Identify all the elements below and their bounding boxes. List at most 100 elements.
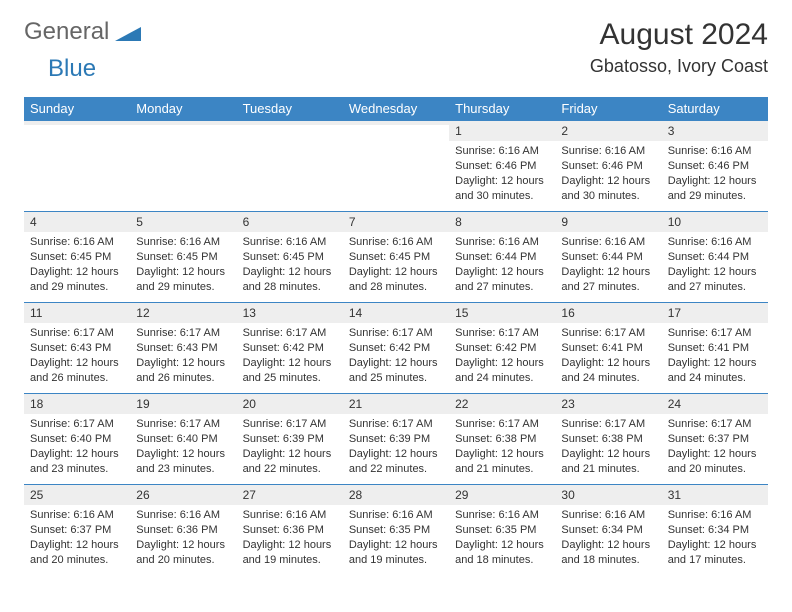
day-line-d2: and 22 minutes. xyxy=(349,462,443,477)
day-cell: 31Sunrise: 6:16 AMSunset: 6:34 PMDayligh… xyxy=(662,485,768,575)
day-cell: 1Sunrise: 6:16 AMSunset: 6:46 PMDaylight… xyxy=(449,121,555,211)
logo-triangle-icon xyxy=(115,23,141,41)
day-line-d2: and 19 minutes. xyxy=(349,553,443,568)
day-line-ss: Sunset: 6:38 PM xyxy=(455,432,549,447)
day-line-sr: Sunrise: 6:16 AM xyxy=(136,235,230,250)
day-number: 12 xyxy=(130,303,236,323)
day-number: 17 xyxy=(662,303,768,323)
day-body: Sunrise: 6:17 AMSunset: 6:39 PMDaylight:… xyxy=(343,414,449,482)
dow-monday: Monday xyxy=(130,97,236,120)
day-cell xyxy=(343,121,449,211)
day-line-d1: Daylight: 12 hours xyxy=(455,265,549,280)
day-line-d2: and 18 minutes. xyxy=(561,553,655,568)
day-line-d1: Daylight: 12 hours xyxy=(243,265,337,280)
day-number: 4 xyxy=(24,212,130,232)
day-line-d1: Daylight: 12 hours xyxy=(136,356,230,371)
day-line-d2: and 21 minutes. xyxy=(455,462,549,477)
day-cell: 16Sunrise: 6:17 AMSunset: 6:41 PMDayligh… xyxy=(555,303,661,393)
day-number: 21 xyxy=(343,394,449,414)
day-body xyxy=(24,125,130,134)
day-line-d2: and 22 minutes. xyxy=(243,462,337,477)
day-cell xyxy=(130,121,236,211)
day-line-d2: and 24 minutes. xyxy=(455,371,549,386)
day-cell: 30Sunrise: 6:16 AMSunset: 6:34 PMDayligh… xyxy=(555,485,661,575)
day-cell: 25Sunrise: 6:16 AMSunset: 6:37 PMDayligh… xyxy=(24,485,130,575)
month-year: August 2024 xyxy=(590,18,768,52)
day-number: 9 xyxy=(555,212,661,232)
day-cell: 10Sunrise: 6:16 AMSunset: 6:44 PMDayligh… xyxy=(662,212,768,302)
day-cell: 5Sunrise: 6:16 AMSunset: 6:45 PMDaylight… xyxy=(130,212,236,302)
day-line-d2: and 27 minutes. xyxy=(561,280,655,295)
day-line-ss: Sunset: 6:45 PM xyxy=(349,250,443,265)
day-line-d2: and 20 minutes. xyxy=(30,553,124,568)
day-body: Sunrise: 6:16 AMSunset: 6:36 PMDaylight:… xyxy=(237,505,343,573)
day-line-d2: and 29 minutes. xyxy=(30,280,124,295)
day-number: 14 xyxy=(343,303,449,323)
day-line-sr: Sunrise: 6:17 AM xyxy=(136,326,230,341)
day-cell: 6Sunrise: 6:16 AMSunset: 6:45 PMDaylight… xyxy=(237,212,343,302)
day-body: Sunrise: 6:16 AMSunset: 6:35 PMDaylight:… xyxy=(449,505,555,573)
day-number: 20 xyxy=(237,394,343,414)
day-line-ss: Sunset: 6:38 PM xyxy=(561,432,655,447)
day-line-ss: Sunset: 6:36 PM xyxy=(243,523,337,538)
day-body: Sunrise: 6:16 AMSunset: 6:34 PMDaylight:… xyxy=(662,505,768,573)
dow-sunday: Sunday xyxy=(24,97,130,120)
day-body: Sunrise: 6:17 AMSunset: 6:42 PMDaylight:… xyxy=(449,323,555,391)
day-line-sr: Sunrise: 6:16 AM xyxy=(668,235,762,250)
day-line-d1: Daylight: 12 hours xyxy=(30,447,124,462)
day-line-d2: and 20 minutes. xyxy=(136,553,230,568)
day-number: 11 xyxy=(24,303,130,323)
day-line-sr: Sunrise: 6:17 AM xyxy=(668,417,762,432)
dow-friday: Friday xyxy=(555,97,661,120)
day-cell: 22Sunrise: 6:17 AMSunset: 6:38 PMDayligh… xyxy=(449,394,555,484)
calendar: Sunday Monday Tuesday Wednesday Thursday… xyxy=(24,97,768,575)
day-line-sr: Sunrise: 6:17 AM xyxy=(243,326,337,341)
day-line-ss: Sunset: 6:40 PM xyxy=(30,432,124,447)
day-line-sr: Sunrise: 6:16 AM xyxy=(30,235,124,250)
day-number: 29 xyxy=(449,485,555,505)
day-line-ss: Sunset: 6:42 PM xyxy=(243,341,337,356)
day-number: 3 xyxy=(662,121,768,141)
day-line-d1: Daylight: 12 hours xyxy=(136,538,230,553)
day-body: Sunrise: 6:16 AMSunset: 6:45 PMDaylight:… xyxy=(237,232,343,300)
day-line-d1: Daylight: 12 hours xyxy=(30,265,124,280)
day-cell: 18Sunrise: 6:17 AMSunset: 6:40 PMDayligh… xyxy=(24,394,130,484)
day-line-ss: Sunset: 6:44 PM xyxy=(561,250,655,265)
day-body: Sunrise: 6:16 AMSunset: 6:45 PMDaylight:… xyxy=(343,232,449,300)
day-number: 6 xyxy=(237,212,343,232)
day-line-d2: and 30 minutes. xyxy=(455,189,549,204)
title-block: August 2024 Gbatosso, Ivory Coast xyxy=(590,18,768,77)
day-line-d1: Daylight: 12 hours xyxy=(668,265,762,280)
day-line-ss: Sunset: 6:34 PM xyxy=(668,523,762,538)
day-body: Sunrise: 6:17 AMSunset: 6:41 PMDaylight:… xyxy=(662,323,768,391)
day-body: Sunrise: 6:17 AMSunset: 6:40 PMDaylight:… xyxy=(24,414,130,482)
day-line-ss: Sunset: 6:42 PM xyxy=(349,341,443,356)
day-line-d2: and 19 minutes. xyxy=(243,553,337,568)
day-number: 13 xyxy=(237,303,343,323)
day-line-sr: Sunrise: 6:17 AM xyxy=(561,417,655,432)
week-row: 25Sunrise: 6:16 AMSunset: 6:37 PMDayligh… xyxy=(24,484,768,575)
day-line-d1: Daylight: 12 hours xyxy=(349,356,443,371)
day-line-sr: Sunrise: 6:17 AM xyxy=(668,326,762,341)
day-line-ss: Sunset: 6:37 PM xyxy=(668,432,762,447)
logo-text-blue: Blue xyxy=(48,55,96,83)
day-body: Sunrise: 6:16 AMSunset: 6:46 PMDaylight:… xyxy=(555,141,661,209)
day-line-sr: Sunrise: 6:16 AM xyxy=(136,508,230,523)
day-line-d1: Daylight: 12 hours xyxy=(243,447,337,462)
day-line-sr: Sunrise: 6:17 AM xyxy=(243,417,337,432)
day-line-sr: Sunrise: 6:16 AM xyxy=(561,508,655,523)
day-line-d2: and 27 minutes. xyxy=(455,280,549,295)
day-line-sr: Sunrise: 6:17 AM xyxy=(136,417,230,432)
day-number: 28 xyxy=(343,485,449,505)
day-line-d2: and 20 minutes. xyxy=(668,462,762,477)
day-body: Sunrise: 6:17 AMSunset: 6:43 PMDaylight:… xyxy=(24,323,130,391)
day-line-ss: Sunset: 6:39 PM xyxy=(349,432,443,447)
day-line-ss: Sunset: 6:41 PM xyxy=(561,341,655,356)
day-line-d1: Daylight: 12 hours xyxy=(243,356,337,371)
day-line-sr: Sunrise: 6:16 AM xyxy=(243,508,337,523)
day-body: Sunrise: 6:17 AMSunset: 6:38 PMDaylight:… xyxy=(555,414,661,482)
day-line-d2: and 26 minutes. xyxy=(136,371,230,386)
day-cell: 9Sunrise: 6:16 AMSunset: 6:44 PMDaylight… xyxy=(555,212,661,302)
day-line-ss: Sunset: 6:46 PM xyxy=(668,159,762,174)
day-number: 23 xyxy=(555,394,661,414)
